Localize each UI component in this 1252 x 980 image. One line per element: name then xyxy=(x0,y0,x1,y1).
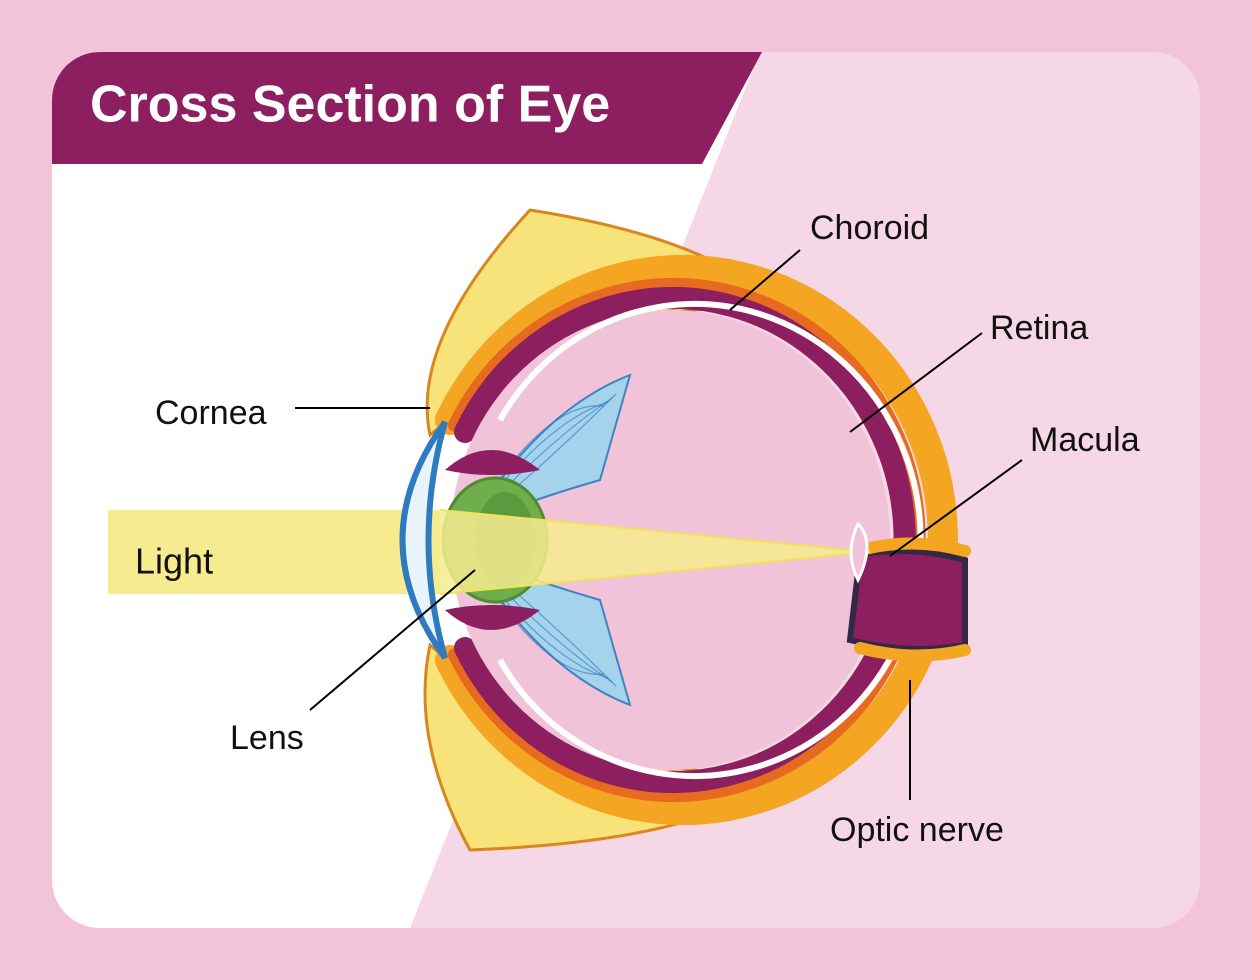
label-macula: Macula xyxy=(1030,421,1140,459)
outer-frame: Cross Section of Eye Choroid Retina Macula O… xyxy=(0,0,1252,980)
label-light: Light xyxy=(135,541,213,582)
label-lens: Lens xyxy=(230,719,304,757)
card: Cross Section of Eye Choroid Retina Macula O… xyxy=(52,52,1200,928)
optic-nerve-core xyxy=(850,551,965,649)
diagram-svg: Cross Section of Eye Choroid Retina Macula O… xyxy=(0,0,1252,980)
label-optic-nerve: Optic nerve xyxy=(830,811,1004,849)
label-retina: Retina xyxy=(990,309,1088,347)
page-title: Cross Section of Eye xyxy=(90,76,610,134)
label-cornea: Cornea xyxy=(155,394,267,432)
label-choroid: Choroid xyxy=(810,209,929,247)
